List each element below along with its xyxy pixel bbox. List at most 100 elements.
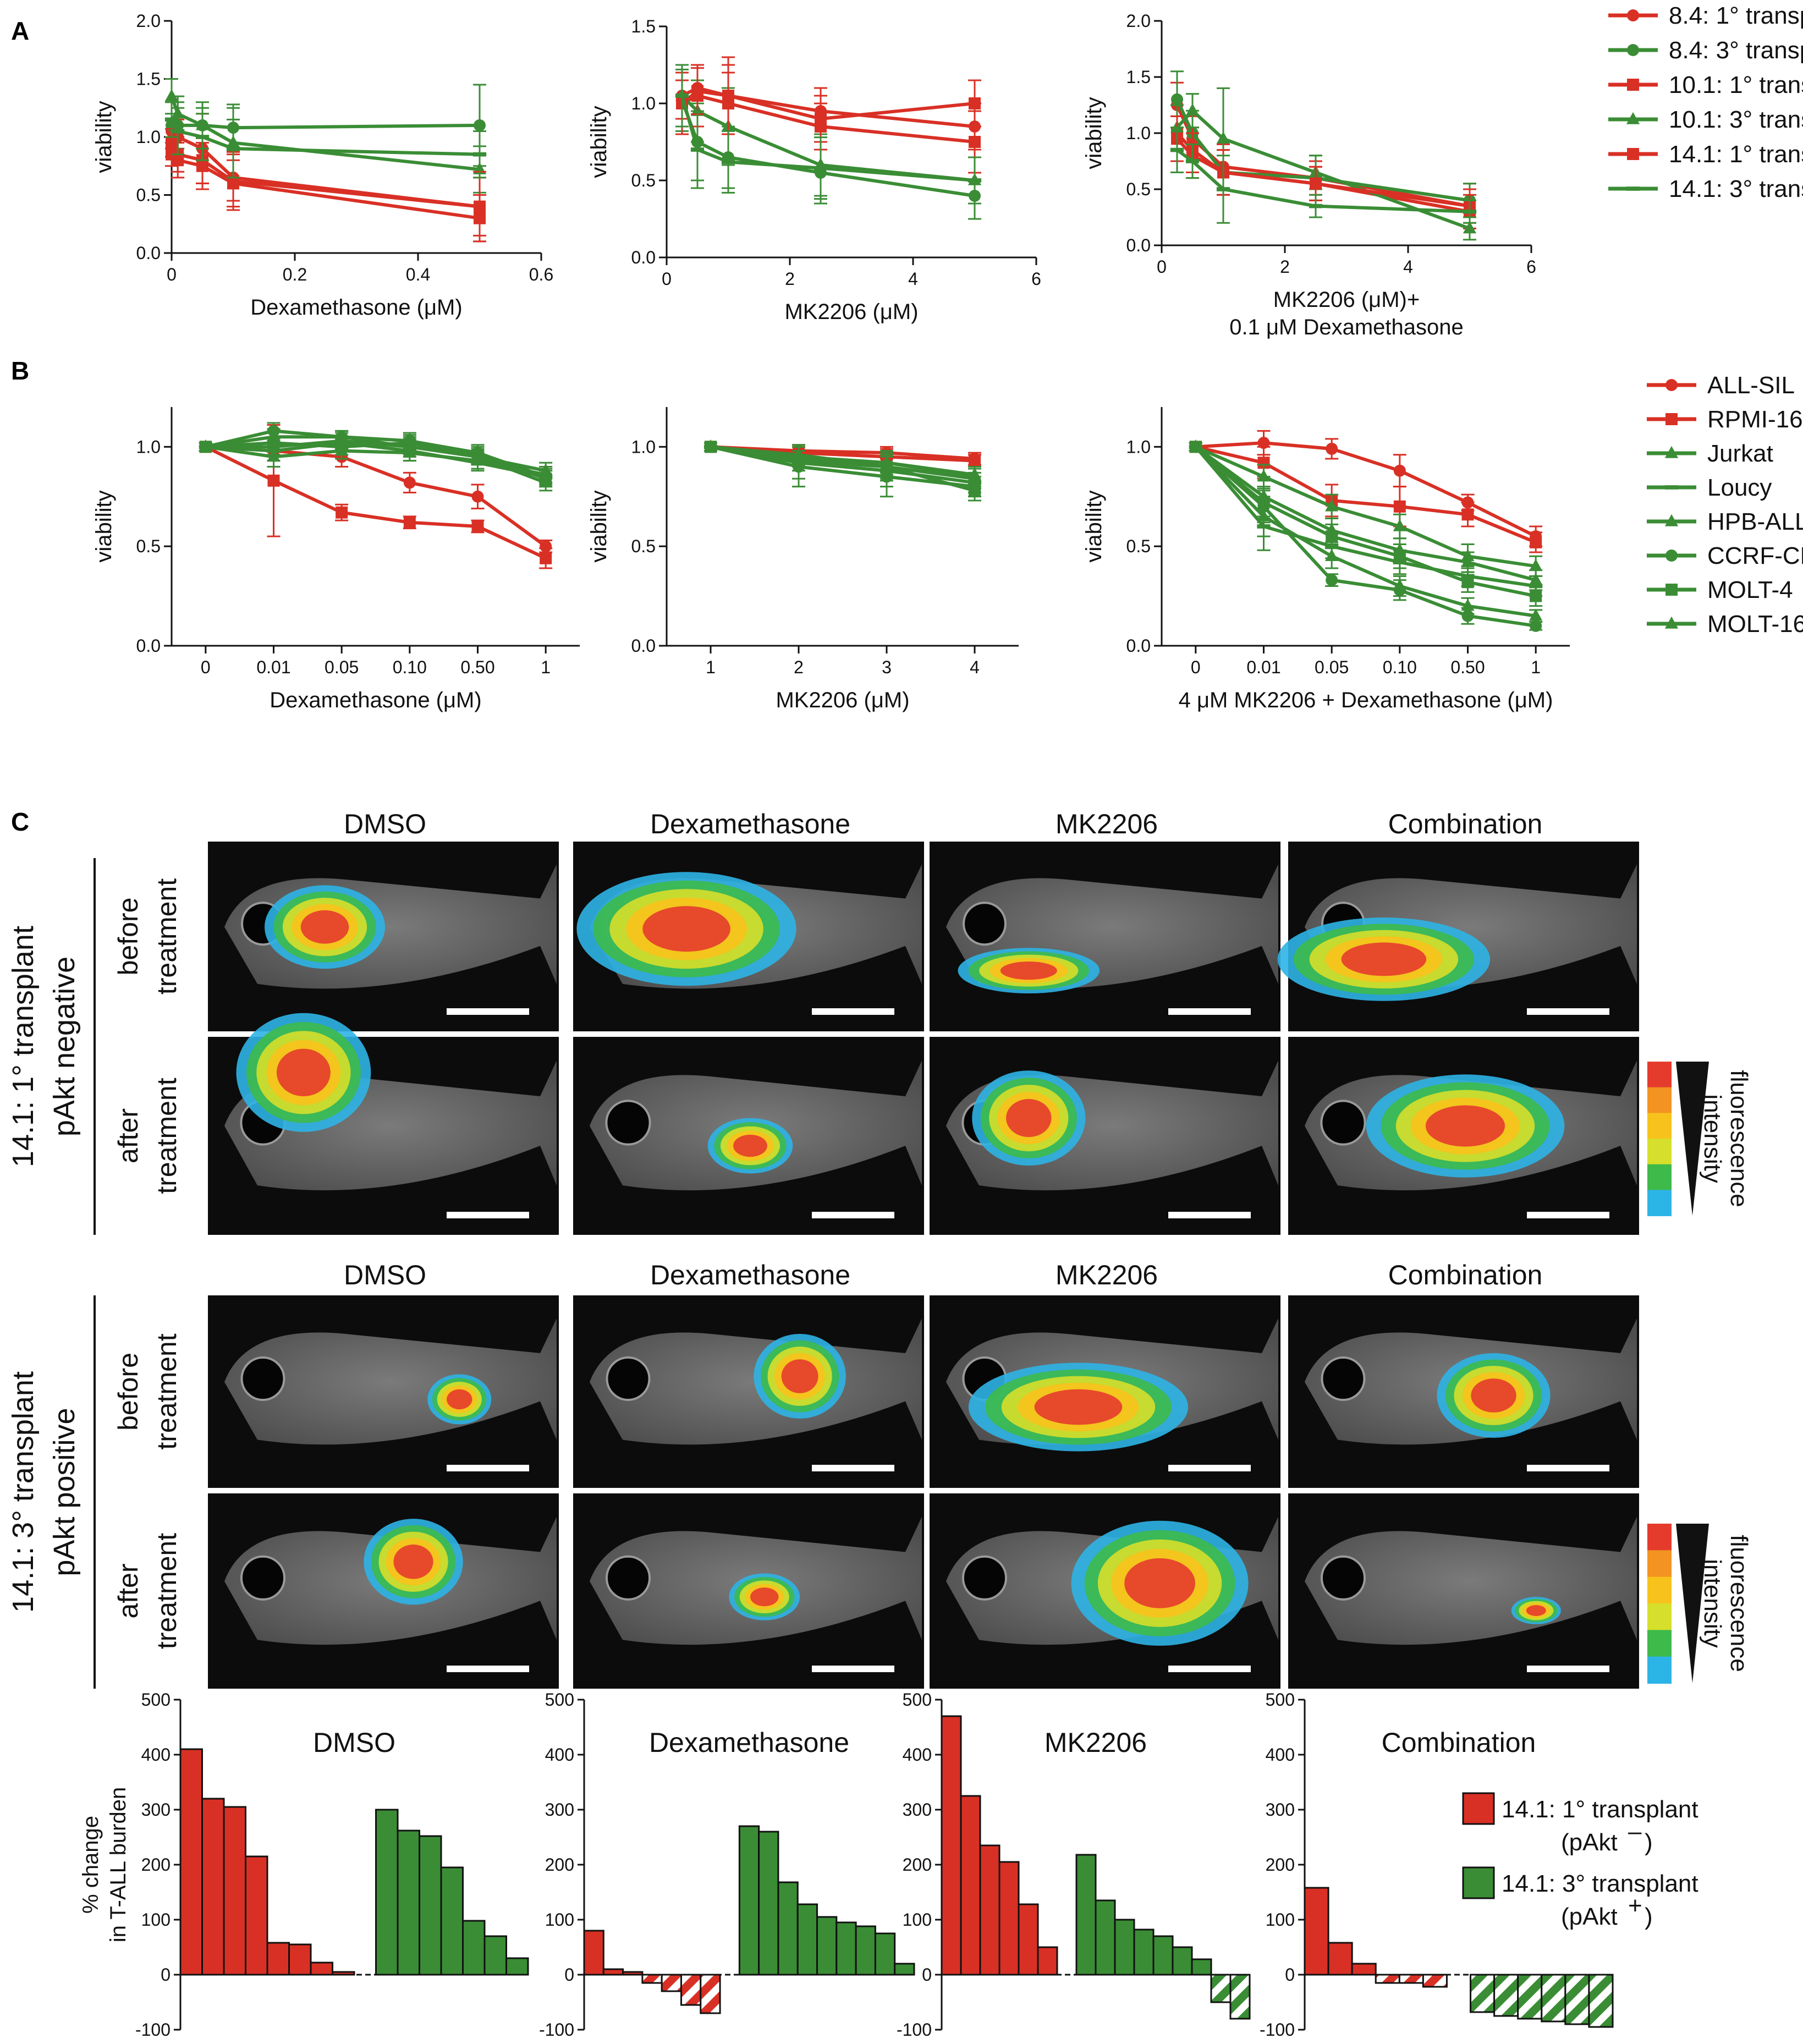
x-tick-label: 4 [970, 657, 980, 677]
tumor-heat-region [1000, 961, 1057, 980]
data-point [969, 136, 981, 148]
data-point [1463, 209, 1477, 214]
scale-swatch [1647, 1603, 1672, 1631]
legend-label: CCRF-CEM [1707, 542, 1803, 569]
x-tick-label: 0 [1191, 657, 1201, 677]
bar-chart-title: Dexamethasone [649, 1727, 849, 1758]
legend-label: 14.1: 3° transplant [1502, 1870, 1698, 1897]
x-tick-label: 6 [1031, 269, 1041, 289]
bar [641, 1974, 663, 1984]
x-tick-label: 1 [706, 657, 716, 677]
data-point [471, 490, 484, 503]
y-tick-label: 400 [545, 1745, 574, 1765]
group-label: pAkt negative [48, 957, 81, 1136]
data-point [968, 178, 982, 183]
legend: 8.4: 1° transplant 8.4: 3° transplant 10.1… [1608, 2, 1803, 202]
x-tick-label: 0.50 [460, 657, 494, 677]
series-line [164, 78, 487, 194]
group-label: pAkt positive [48, 1408, 81, 1576]
data-point [722, 90, 734, 102]
y-axis-label: % change [79, 1816, 103, 1914]
bar [1351, 1963, 1377, 1976]
fish-image [573, 1295, 924, 1488]
scale-label: intensity [1699, 1559, 1726, 1647]
y-tick-label: 500 [545, 1690, 574, 1710]
data-point [1626, 112, 1640, 124]
fish-image [930, 1295, 1280, 1488]
fish-eye [963, 902, 1007, 946]
intensity-wedge [1676, 1062, 1709, 1216]
column-title: MK2206 [1056, 1260, 1158, 1290]
series-line [675, 68, 981, 220]
fish-image [930, 1037, 1280, 1235]
y-tick-label: 400 [1266, 1745, 1295, 1765]
bar [777, 1881, 799, 1976]
series-path [1195, 445, 1536, 582]
panel-label-b: B [11, 356, 29, 385]
y-tick-label: 0.0 [1126, 636, 1151, 656]
bar [816, 1916, 838, 1976]
y-tick-label: 100 [1266, 1910, 1295, 1930]
data-point [1665, 379, 1678, 391]
y-axis-label: viability [92, 490, 116, 562]
scale-label: fluorescence [1725, 1535, 1752, 1672]
legend-label: 10.1: 1° transplant [1669, 72, 1803, 98]
scale-bar [1168, 1212, 1251, 1218]
fish-eye [1321, 1356, 1366, 1401]
scale-bar [812, 1666, 894, 1672]
bar [201, 1798, 225, 1976]
x-axis-label: Dexamethasone (μM) [250, 295, 462, 320]
column-title: Combination [1388, 1260, 1543, 1290]
y-tick-label: 0.5 [136, 536, 161, 556]
data-point [1664, 616, 1679, 629]
scale-bar [812, 1212, 894, 1218]
bar [310, 1961, 333, 1976]
scale-bar [1527, 1465, 1609, 1471]
data-point [472, 152, 487, 157]
data-point [1326, 530, 1338, 543]
fish-eye [240, 1356, 285, 1401]
row-label: treatment [151, 1078, 182, 1194]
data-point [1257, 457, 1270, 469]
y-axis-label: viability [1082, 490, 1106, 562]
bar-chart-title: MK2206 [1045, 1727, 1147, 1758]
data-point [471, 520, 484, 532]
bar [583, 1930, 604, 1976]
series-path [205, 429, 547, 479]
y-tick-label: 200 [141, 1855, 171, 1875]
tumor-heat-region [1341, 942, 1427, 976]
data-point [336, 435, 348, 447]
bar [700, 1974, 721, 2014]
y-tick-label: 0 [922, 1965, 932, 1985]
line-chart-b3: 0.0 0.5 1.0 0 0.01 0.05 0.10 0.50 1 4 μM MK2206 +… [1082, 372, 1803, 712]
column-title: Dexamethasone [650, 809, 850, 839]
legend-swatch [1462, 1792, 1495, 1825]
bar [835, 1921, 857, 1976]
fish-eye [961, 1555, 1008, 1601]
y-tick-label: 400 [141, 1745, 171, 1765]
data-point [1309, 204, 1323, 208]
tumor-heat-region [1006, 1099, 1052, 1138]
bar [1304, 1887, 1329, 1976]
data-point [540, 552, 552, 564]
scale-swatch [1647, 1550, 1672, 1578]
series-line [165, 128, 486, 243]
y-tick-label: 0.0 [631, 636, 656, 656]
data-point [1529, 608, 1543, 621]
bar [179, 1748, 203, 1976]
legend-sub: (pAkt [1561, 1903, 1618, 1930]
x-axis-label: MK2206 (μM) [776, 688, 909, 712]
fish-eye [1320, 1100, 1366, 1146]
scale-bar [447, 1666, 529, 1672]
data-point [1461, 554, 1475, 567]
y-tick-label: 300 [141, 1800, 171, 1820]
data-point [199, 439, 212, 452]
data-point [1310, 177, 1322, 190]
legend: 14.1: 1° transplant(pAkt –)14.1: 3° trans… [1462, 1792, 1698, 1930]
bar [440, 1866, 464, 1976]
bar [1114, 1919, 1135, 1976]
y-tick-label: 1.0 [136, 127, 161, 147]
x-tick-label: 0.05 [325, 657, 359, 677]
x-tick-label: 0.2 [283, 265, 307, 284]
